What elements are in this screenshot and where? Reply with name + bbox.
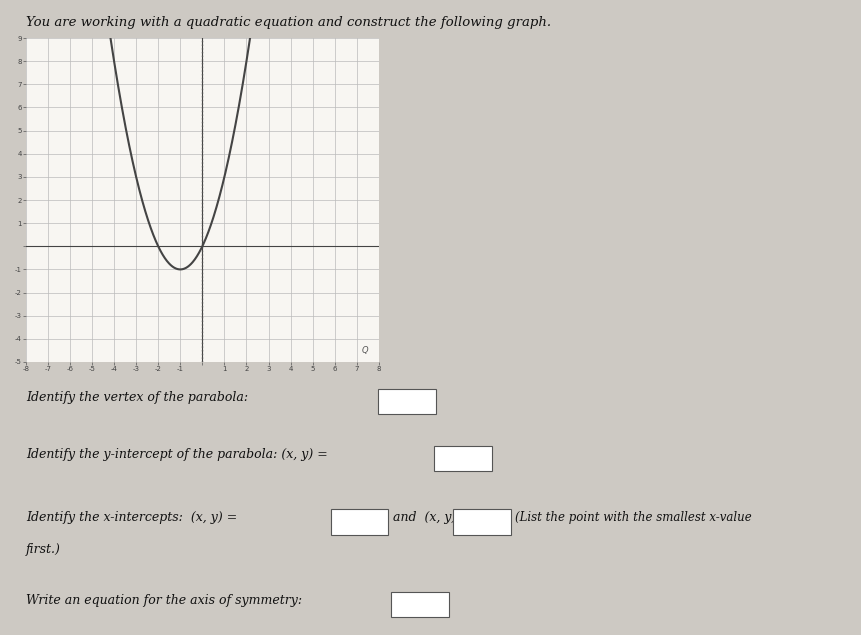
Text: Identify the y-intercept of the parabola: (x, y) =: Identify the y-intercept of the parabola… [26, 448, 327, 460]
Text: Write an equation for the axis of symmetry:: Write an equation for the axis of symmet… [26, 594, 302, 606]
Text: Identify the x-intercepts:  (x, y) =: Identify the x-intercepts: (x, y) = [26, 511, 237, 524]
Text: Q: Q [361, 346, 368, 355]
Text: first.): first.) [26, 543, 61, 556]
Text: (List the point with the smallest x-value: (List the point with the smallest x-valu… [515, 511, 752, 524]
Text: You are working with a quadratic equation and construct the following graph.: You are working with a quadratic equatio… [26, 16, 551, 29]
Text: Identify the vertex of the parabola:: Identify the vertex of the parabola: [26, 391, 248, 403]
Text: and  (x, y) =: and (x, y) = [393, 511, 471, 524]
